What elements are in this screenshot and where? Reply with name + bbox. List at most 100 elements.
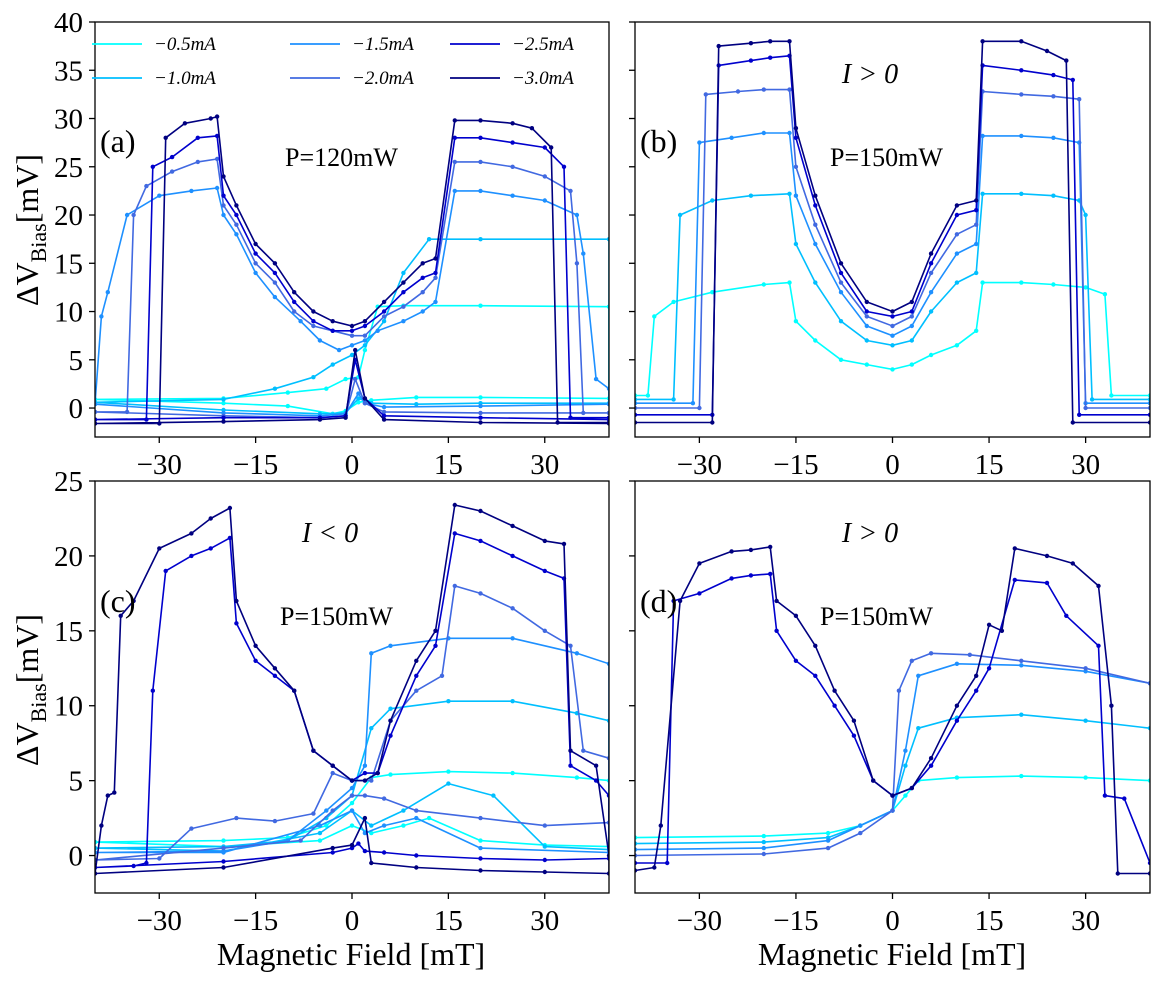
series-point xyxy=(787,87,792,92)
series-point xyxy=(1083,285,1088,290)
series-group xyxy=(635,544,1150,876)
series-point xyxy=(253,270,258,276)
series-point xyxy=(851,733,857,738)
series-point xyxy=(234,598,239,604)
panel-label: (b) xyxy=(640,123,677,159)
series-point xyxy=(793,319,799,324)
condition-label: I > 0 xyxy=(841,59,898,90)
series-point xyxy=(1070,420,1076,425)
legend-label: −0.5mA xyxy=(154,34,216,55)
series-point xyxy=(414,688,419,693)
series-point xyxy=(414,673,419,678)
y-tick-label: 20 xyxy=(54,541,83,573)
series-point xyxy=(832,688,837,693)
series-point xyxy=(1102,292,1108,297)
series-line-3 xyxy=(635,662,1150,851)
series-point xyxy=(1051,282,1056,287)
series-point xyxy=(131,863,136,869)
series-point xyxy=(510,770,515,776)
y-axis-title-main: ΔV xyxy=(9,262,45,306)
series-point xyxy=(349,842,355,848)
series-point xyxy=(362,338,368,343)
series-point xyxy=(311,323,316,329)
series-point xyxy=(954,718,960,723)
series-point xyxy=(362,319,368,324)
series-point xyxy=(813,338,818,343)
series-point xyxy=(144,183,149,189)
legend-label: −1.5mA xyxy=(352,34,414,55)
series-point xyxy=(793,193,799,198)
series-point xyxy=(221,397,226,402)
series-line-6 xyxy=(635,546,1150,875)
series-point xyxy=(510,699,515,704)
series-point xyxy=(362,815,368,821)
legend-item: −1.5mA xyxy=(290,34,414,55)
series-point xyxy=(813,193,818,198)
series-point xyxy=(838,280,844,285)
series-point xyxy=(542,198,547,203)
series-point xyxy=(330,328,335,333)
series-point xyxy=(227,535,233,541)
series-point xyxy=(195,159,200,165)
series-point xyxy=(697,591,702,596)
series-point xyxy=(234,815,239,821)
series-point xyxy=(864,314,869,319)
series-point xyxy=(433,299,438,305)
series-point xyxy=(748,547,754,553)
series-point xyxy=(401,304,406,309)
series-point xyxy=(356,841,361,846)
series-point xyxy=(542,844,547,849)
series-point xyxy=(349,323,355,329)
legend-item: −0.5mA xyxy=(92,34,216,55)
series-point xyxy=(330,770,335,776)
x-tick-label: −15 xyxy=(773,905,818,937)
series-point xyxy=(787,280,792,285)
series-point xyxy=(356,400,361,405)
series-point xyxy=(928,251,934,256)
series-point xyxy=(697,561,702,566)
series-line-1 xyxy=(95,304,609,415)
series-point xyxy=(381,404,387,410)
series-point xyxy=(214,156,220,162)
series-point xyxy=(549,145,554,150)
series-point xyxy=(433,628,438,633)
series-point xyxy=(1102,793,1108,798)
series-point xyxy=(362,793,368,798)
series-point xyxy=(529,126,535,131)
series-point xyxy=(446,769,451,774)
series-point xyxy=(253,261,258,266)
series-point xyxy=(221,865,226,870)
series-point xyxy=(768,55,773,60)
series-point xyxy=(1051,94,1056,99)
series-point xyxy=(903,748,908,753)
series-point xyxy=(909,338,914,343)
series-point xyxy=(974,688,979,693)
series-point xyxy=(362,848,368,854)
series-point xyxy=(169,154,175,160)
series-point xyxy=(1051,72,1056,78)
series-point xyxy=(381,413,387,418)
series-point xyxy=(362,343,368,348)
series-point xyxy=(214,185,220,191)
series-point xyxy=(1122,796,1127,801)
series-point xyxy=(542,869,547,875)
series-point xyxy=(221,203,226,208)
series-point xyxy=(787,191,792,196)
series-point xyxy=(729,576,734,581)
series-point xyxy=(1044,48,1050,54)
series-point xyxy=(729,135,734,140)
series-point xyxy=(510,164,515,169)
series-point xyxy=(452,135,457,140)
series-point xyxy=(896,688,902,693)
series-point xyxy=(1051,135,1056,140)
series-point xyxy=(677,598,683,604)
series-point xyxy=(381,299,387,305)
series-point xyxy=(195,135,200,140)
y-tick-label: 10 xyxy=(54,691,83,723)
series-point xyxy=(330,362,335,367)
series-point xyxy=(221,174,226,179)
series-point xyxy=(381,823,387,828)
power-label: P=120mW xyxy=(285,143,398,172)
series-point xyxy=(1115,871,1121,876)
series-point xyxy=(890,343,895,348)
